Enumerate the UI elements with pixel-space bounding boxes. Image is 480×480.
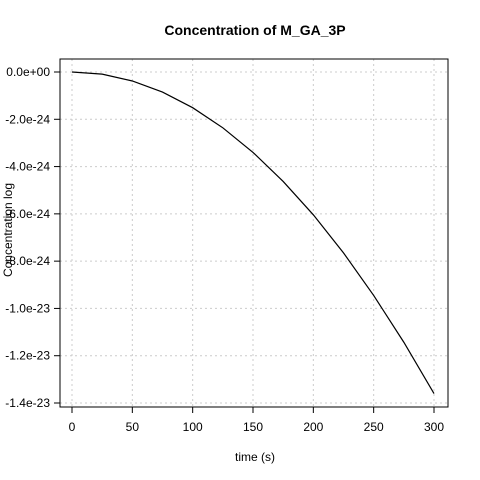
y-tick-label: -8.0e-24 <box>5 254 50 268</box>
x-tick-label: 100 <box>183 420 203 434</box>
y-tick-label: -2.0e-24 <box>5 112 50 126</box>
series-line <box>71 71 435 394</box>
x-tick-label: 0 <box>69 420 76 434</box>
x-axis-label: time (s) <box>235 450 275 464</box>
x-tick-label: 150 <box>243 420 263 434</box>
y-tick-label: -1.2e-23 <box>5 349 50 363</box>
x-tick-label: 200 <box>303 420 323 434</box>
x-tick-label: 250 <box>364 420 384 434</box>
y-tick-label: -6.0e-24 <box>5 207 50 221</box>
chart-title: Concentration of M_GA_3P <box>164 22 346 38</box>
y-tick-label: -4.0e-24 <box>5 160 50 174</box>
x-tick-label: 300 <box>424 420 444 434</box>
y-tick-label: 0.0e+00 <box>6 65 50 79</box>
plot-border <box>59 58 449 408</box>
y-tick-label: -1.4e-23 <box>5 396 50 410</box>
y-tick-label: -1.0e-23 <box>5 301 50 315</box>
x-tick-label: 50 <box>126 420 140 434</box>
